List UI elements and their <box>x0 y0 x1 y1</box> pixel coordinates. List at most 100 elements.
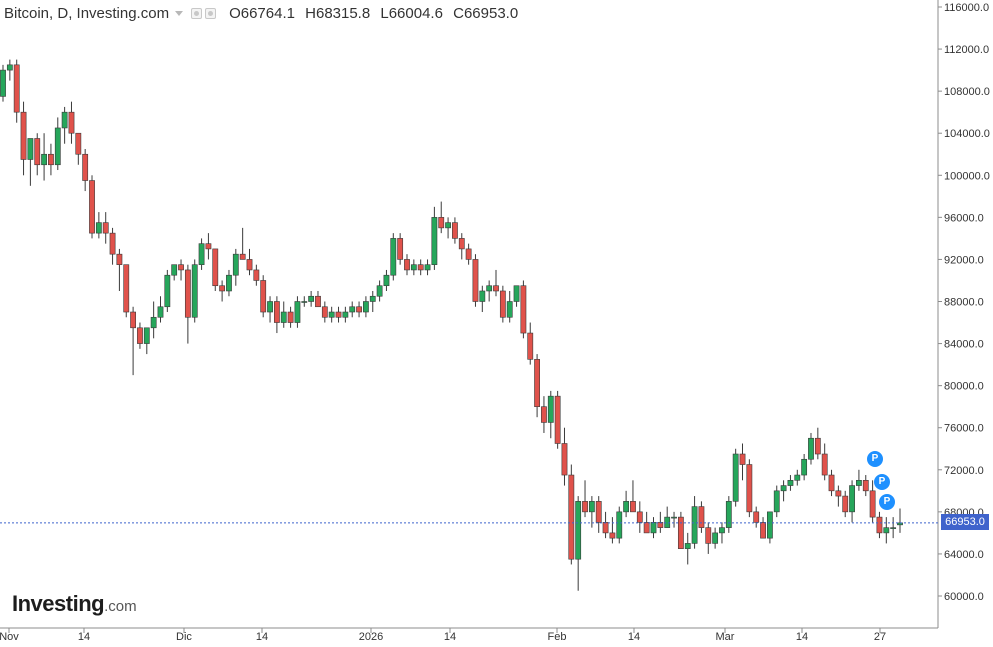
chevron-down-icon[interactable] <box>175 10 184 16</box>
ohlc-readout: O66764.1 H68315.8 L66004.6 C66953.0 <box>229 5 524 22</box>
candle-body <box>636 511 643 523</box>
candle-body <box>856 480 862 486</box>
candle-body <box>315 295 321 308</box>
candle-body <box>732 453 739 502</box>
marker-p-2[interactable]: P <box>874 474 890 490</box>
candle-body <box>801 458 808 476</box>
candle-body <box>527 332 534 360</box>
candle-body <box>41 153 47 166</box>
candle-body <box>883 527 890 534</box>
candle-body <box>164 274 171 308</box>
candle-body <box>698 506 705 528</box>
candle-body <box>383 274 390 287</box>
y-tick-label: 80000.0 <box>944 381 984 393</box>
eye-icon[interactable] <box>191 7 203 19</box>
x-tick-label: 14 <box>796 631 808 642</box>
x-tick-label: 14 <box>628 631 640 642</box>
candle-body <box>746 464 753 513</box>
candle-body <box>239 253 246 260</box>
candle-body <box>89 180 95 234</box>
y-tick-label: 108000.0 <box>944 86 990 98</box>
y-tick-label: 72000.0 <box>944 465 984 477</box>
candle-body <box>890 527 897 529</box>
candle-body <box>561 443 568 476</box>
candle-body <box>499 290 506 318</box>
candle-body <box>130 311 136 329</box>
close-value: C66953.0 <box>453 4 519 22</box>
candle-body <box>27 138 34 160</box>
candle-body <box>630 501 636 513</box>
candle-body <box>705 527 712 544</box>
candle-body <box>506 301 513 318</box>
candle-body <box>61 111 68 129</box>
candle-body <box>34 138 41 166</box>
candle-body <box>835 490 842 497</box>
candle-body <box>273 301 280 323</box>
candle-body <box>68 111 75 134</box>
x-tick-label: 2026 <box>359 631 383 642</box>
y-tick-label: 104000.0 <box>944 128 990 140</box>
y-tick-label: 76000.0 <box>944 423 984 435</box>
marker-p-3[interactable]: P <box>879 494 895 510</box>
candle-body <box>219 285 226 292</box>
candle-body <box>609 532 616 539</box>
candle-body <box>431 217 438 265</box>
candle-body <box>48 153 54 166</box>
candle-body <box>150 316 157 329</box>
candle-body <box>554 395 561 444</box>
candle-body <box>191 264 198 318</box>
candle-body <box>54 127 61 166</box>
candle-body <box>363 301 369 313</box>
settings-icon[interactable] <box>205 7 217 19</box>
brand-suffix: .com <box>104 598 137 615</box>
candle-body <box>260 280 267 313</box>
candle-body <box>862 480 869 492</box>
candle-body <box>301 301 308 303</box>
candle-body <box>712 532 719 544</box>
candle-body <box>137 327 143 344</box>
candle-body <box>568 474 575 560</box>
candle-body <box>725 501 732 528</box>
candle-body <box>20 111 27 160</box>
candle-body <box>404 259 410 271</box>
candle-body <box>390 238 397 276</box>
candle-body <box>534 359 540 407</box>
candle-body <box>684 543 691 549</box>
candle-body <box>814 437 821 455</box>
x-tick-label: 14 <box>256 631 268 642</box>
high-value: H68315.8 <box>305 4 371 22</box>
candle-body <box>643 522 650 534</box>
candle-body <box>184 269 191 318</box>
candle-body <box>821 453 828 476</box>
open-value: O66764.1 <box>229 4 295 22</box>
candle-body <box>212 248 219 287</box>
low-value: L66004.6 <box>380 4 443 22</box>
candle-body <box>328 311 335 318</box>
candle-body <box>13 64 20 113</box>
candle-body <box>356 306 362 313</box>
candle-body <box>438 217 445 229</box>
candle-body <box>376 285 383 297</box>
investing-logo: Investing.com <box>12 591 137 617</box>
marker-p-1[interactable]: P <box>867 451 883 467</box>
candle-body <box>623 501 630 513</box>
candle-body <box>178 264 184 271</box>
candle-body <box>486 285 493 292</box>
candle-body <box>452 222 458 239</box>
candle-body <box>246 259 253 271</box>
candle-body <box>205 243 212 250</box>
candle-body <box>143 327 150 344</box>
candle-body <box>808 437 814 460</box>
candle-body <box>232 253 239 276</box>
candle-body <box>116 253 123 265</box>
candle-body <box>794 474 801 481</box>
candle-body <box>650 522 657 534</box>
candle-body <box>294 301 301 323</box>
candle-body <box>157 306 164 318</box>
x-tick-label: 27 <box>874 631 886 642</box>
candle-body <box>369 295 376 302</box>
candle-body <box>547 395 554 423</box>
y-tick-label: 116000.0 <box>944 2 989 14</box>
